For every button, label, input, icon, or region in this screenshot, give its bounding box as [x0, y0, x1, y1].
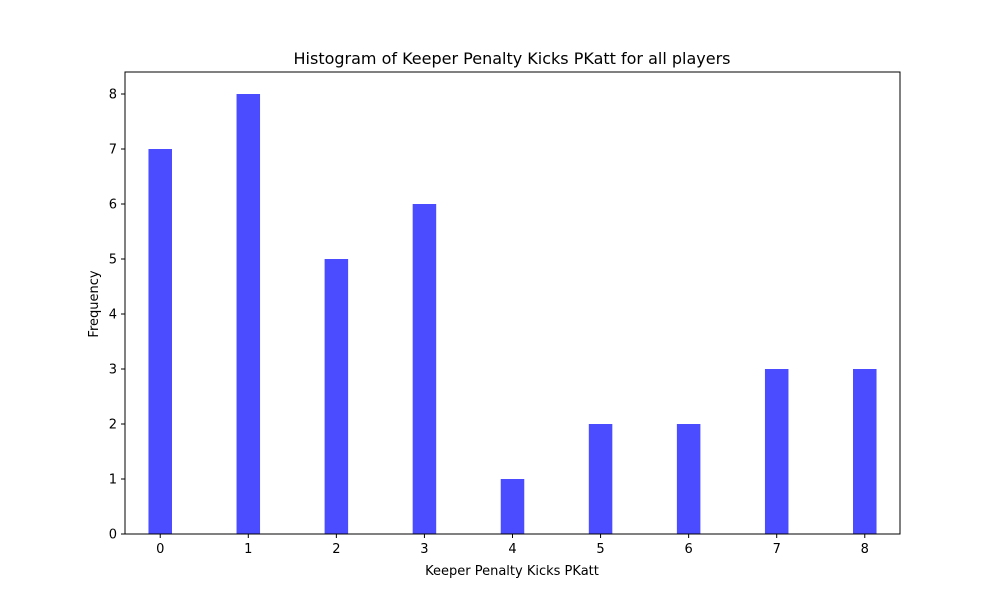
x-tick-label: 2	[332, 542, 340, 557]
x-tick-label: 8	[861, 542, 869, 557]
bar-0	[148, 149, 172, 534]
y-tick-label: 0	[109, 528, 117, 543]
bar-1	[236, 94, 261, 534]
bar-8	[853, 369, 877, 534]
bar-2	[324, 259, 349, 534]
y-tick-label: 7	[109, 143, 117, 158]
x-tick-label: 4	[508, 542, 516, 557]
x-tick-label: 1	[244, 542, 252, 557]
bar-3	[412, 204, 437, 534]
y-tick-label: 8	[109, 88, 117, 103]
y-tick-label: 6	[109, 198, 117, 213]
x-tick-label: 0	[156, 542, 164, 557]
bar-5	[588, 424, 613, 534]
bar-4	[500, 479, 525, 534]
y-tick-label: 4	[109, 308, 117, 323]
bar-6	[676, 424, 701, 534]
y-tick-label: 2	[109, 418, 117, 433]
y-axis-title: Frequency	[87, 270, 102, 337]
axes-layer: 0 1 2 3 4 5 6 7 8 0 1 2 3 4 5 6 7 8	[109, 71, 901, 557]
x-tick-label: 3	[420, 542, 428, 557]
x-tick-label: 5	[596, 542, 604, 557]
y-tick-label: 5	[109, 253, 117, 268]
chart-title: Histogram of Keeper Penalty Kicks PKatt …	[294, 49, 731, 68]
x-tick-label: 6	[684, 542, 692, 557]
x-tick-label: 7	[773, 542, 781, 557]
bar-7	[764, 369, 789, 534]
bars-layer	[148, 94, 877, 534]
x-axis-title: Keeper Penalty Kicks PKatt	[425, 564, 599, 579]
y-tick-label: 1	[109, 473, 117, 488]
y-tick-label: 3	[109, 363, 117, 378]
